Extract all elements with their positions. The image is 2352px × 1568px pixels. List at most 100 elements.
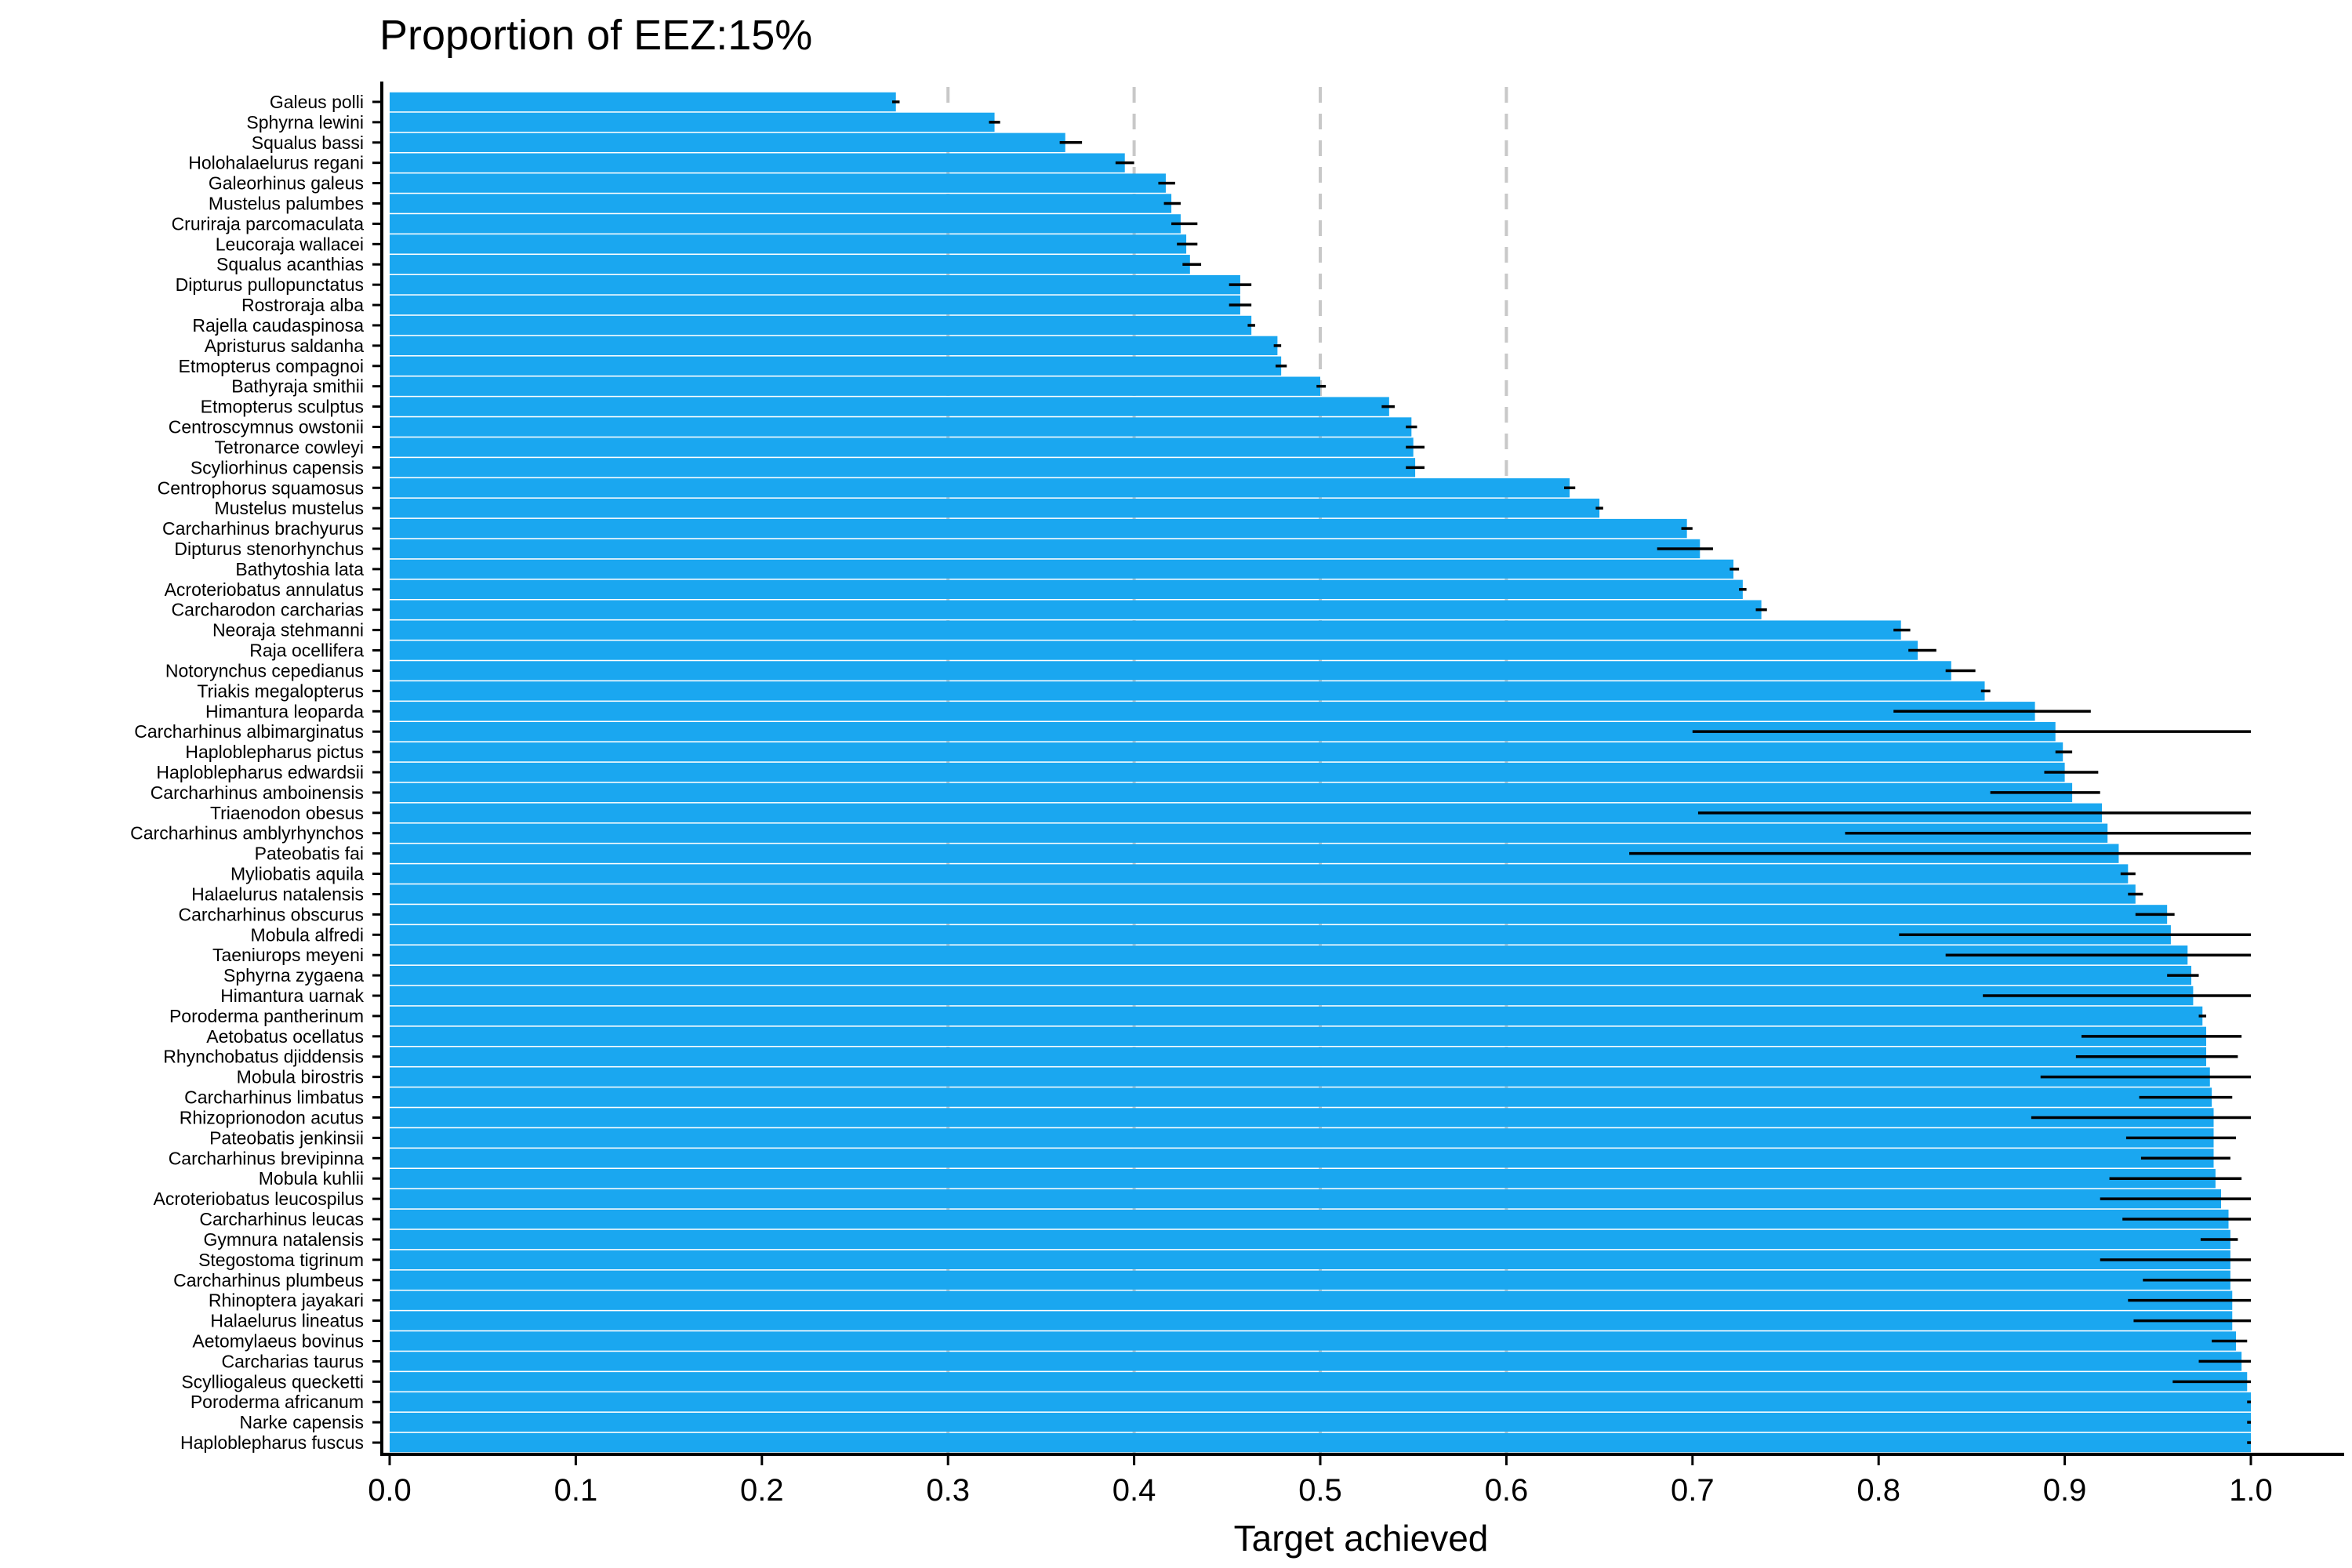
category-label: Aetobatus ocellatus [206, 1026, 364, 1047]
category-label: Haploblepharus edwardsii [156, 762, 364, 782]
bar [390, 274, 1240, 295]
bar [390, 823, 2108, 843]
category-label: Dipturus stenorhynchus [174, 539, 364, 559]
bar [390, 194, 1172, 213]
category-label: Rhynchobatus djiddensis [163, 1047, 364, 1067]
x-tick-label: 0.9 [2043, 1473, 2087, 1508]
bar [390, 153, 1125, 172]
bar [390, 397, 1389, 416]
bar [390, 376, 1320, 396]
bar [390, 1108, 2214, 1127]
category-label: Raja ocellifera [249, 641, 364, 661]
bar [390, 985, 2194, 1006]
bar [390, 1087, 2212, 1107]
bar [390, 681, 1985, 701]
category-label: Rhizoprionodon acutus [180, 1107, 364, 1127]
bar [390, 1128, 2214, 1148]
reference-lines [946, 87, 1508, 1454]
bar [390, 214, 1181, 234]
category-label: Etmopterus sculptus [201, 397, 364, 417]
category-label: Mobula alfredi [251, 924, 364, 945]
category-label: Sphyrna zygaena [223, 965, 364, 985]
bar [390, 661, 1951, 681]
bar [390, 1189, 2222, 1209]
category-label: Holohalaelurus regani [188, 153, 364, 173]
category-label: Carcharias taurus [221, 1351, 364, 1371]
x-tick-label: 0.7 [1671, 1473, 1715, 1508]
category-label: Notorynchus cepedianus [165, 660, 364, 681]
category-label: Tetronarce cowleyi [215, 437, 364, 457]
bar [390, 234, 1187, 254]
category-label: Leucoraja wallacei [216, 234, 364, 254]
category-label: Galeorhinus galeus [209, 173, 364, 194]
category-label: Poroderma pantherinum [169, 1006, 364, 1026]
bar [390, 1067, 2210, 1087]
category-label: Pateobatis jenkinsii [209, 1127, 364, 1148]
category-label: Narke capensis [239, 1412, 364, 1432]
bar [390, 1352, 2242, 1371]
bar [390, 1392, 2251, 1412]
bar [390, 1412, 2251, 1432]
bar [390, 905, 2168, 924]
category-label: Carcharhinus brachyurus [162, 518, 364, 539]
bar [390, 1250, 2230, 1270]
bar [390, 946, 2188, 965]
bar [390, 782, 2073, 803]
x-tick-labels: 0.0 0.1 0.2 0.3 0.4 0.5 0.6 0.7 0.8 0.9 1.0 [368, 1473, 2273, 1508]
category-label: Mobula kuhlii [259, 1168, 364, 1189]
category-label: Apristurus saldanha [205, 336, 364, 356]
category-label: Bathyraja smithii [231, 376, 364, 397]
category-label: Aetomylaeus bovinus [192, 1330, 364, 1351]
bar [390, 965, 2192, 985]
category-label: Halaelurus natalensis [191, 884, 364, 904]
bar [390, 356, 1282, 376]
bar [390, 1331, 2237, 1351]
bar [390, 498, 1600, 518]
category-label: Triaenodon obesus [210, 803, 364, 823]
category-label: Centrophorus squamosus [158, 477, 364, 498]
x-tick-label: 0.1 [554, 1473, 598, 1508]
category-label: Carcharodon carcharias [172, 600, 364, 620]
bar [390, 336, 1278, 356]
category-label: Sphyrna lewini [246, 112, 364, 132]
category-label: Carcharhinus albimarginatus [134, 721, 364, 742]
x-tick-label: 0.0 [368, 1473, 412, 1508]
bar [390, 1006, 2203, 1026]
x-tick-label: 0.4 [1112, 1473, 1156, 1508]
bar [390, 1290, 2233, 1310]
category-label: Scyliorhinus capensis [191, 457, 364, 477]
category-label: Himantura leoparda [205, 701, 364, 721]
x-tick-label: 0.8 [1857, 1473, 1900, 1508]
category-label: Etmopterus compagnoi [178, 356, 364, 376]
bar [390, 132, 1065, 152]
bar [390, 295, 1240, 315]
x-tick-label: 0.3 [926, 1473, 970, 1508]
category-label: Scylliogaleus quecketti [181, 1371, 364, 1392]
category-label: Acroteriobatus annulatus [165, 579, 364, 600]
x-tick-label: 0.5 [1298, 1473, 1342, 1508]
category-label: Rostroraja alba [241, 295, 364, 315]
axes [372, 82, 2344, 1465]
category-label: Mobula birostris [237, 1067, 364, 1087]
bar [390, 1026, 2207, 1047]
x-tick-label: 0.6 [1485, 1473, 1529, 1508]
bar [390, 1149, 2214, 1168]
category-label: Carcharhinus limbatus [184, 1087, 364, 1108]
bars [390, 92, 2251, 1453]
bar [390, 173, 1166, 193]
bar [390, 255, 1190, 274]
bar [390, 762, 2065, 782]
category-label: Rajella caudaspinosa [192, 315, 364, 336]
x-axis-label: Target achieved [1234, 1518, 1489, 1559]
category-label: Squalus acanthias [216, 254, 364, 274]
bar [390, 1372, 2248, 1392]
bar [390, 315, 1252, 336]
bar [390, 925, 2171, 945]
bar [390, 1209, 2229, 1229]
category-label: Carcharhinus leucas [199, 1209, 364, 1229]
bar [390, 539, 1700, 559]
category-label: Carcharhinus amboinensis [151, 782, 364, 803]
category-label: Pateobatis fai [255, 844, 364, 864]
